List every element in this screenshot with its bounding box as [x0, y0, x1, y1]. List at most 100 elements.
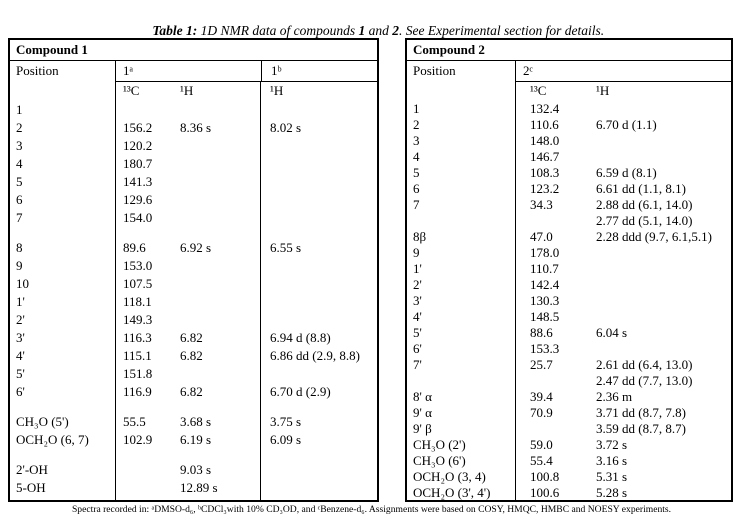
h1-shift-cell-a: 6.82: [180, 330, 203, 345]
h1-shift-cell-a: [174, 227, 260, 239]
h1-shift-cell-b: 6.09 s: [260, 431, 377, 449]
table-2-body: 1 132.4 2 110.6 6.70 d (1.1) 3 148.0: [407, 101, 731, 500]
h1-shift-cell: 5.31 s: [596, 469, 628, 484]
position-cell: 6: [413, 181, 420, 196]
position-cell: CH₃O (5'): [16, 414, 69, 429]
table-row: 8β 47.0 2.28 ddd (9.7, 6.1,5.1): [407, 229, 731, 245]
c13-shift-cell: 39.4: [515, 389, 596, 405]
c13-shift-cell: 156.2: [115, 119, 174, 137]
h1-shift-cell-b: [260, 311, 377, 329]
c13-shift-cell: 180.7: [115, 155, 174, 173]
table-row: 5 141.3: [10, 173, 377, 191]
table-row: CH₃O (2') 59.0 3.72 s: [407, 437, 731, 453]
position-cell: 7: [16, 210, 23, 225]
position-cell: [10, 449, 115, 461]
c13-shift-cell: 110.7: [515, 261, 596, 277]
h1-shift-cell-a: [174, 191, 260, 209]
table-row: 5-OH 12.89 s: [10, 479, 377, 497]
c13-shift-cell: 110.6: [515, 117, 596, 133]
table-row: 5' 88.6 6.04 s: [407, 325, 731, 341]
c13-shift-cell: 116.3: [115, 329, 174, 347]
title-label: Table 1:: [152, 23, 198, 38]
h1-shift-cell-b: 6.55 s: [260, 239, 377, 257]
table-row: 2' 149.3: [10, 311, 377, 329]
c13-shift-cell: 120.2: [115, 137, 174, 155]
c13-shift-cell: 116.9: [115, 383, 174, 401]
c13-shift-cell: 88.6: [515, 325, 596, 341]
nmr-table-compound-2: Compound 2 Position 2ᶜ ¹³C ¹H 1 132.4 2 …: [405, 38, 733, 502]
h1-shift-cell: [596, 341, 731, 357]
c13-shift-cell: [115, 479, 174, 497]
position-cell: 5': [413, 325, 422, 340]
h1-shift-cell: [596, 133, 731, 149]
h1-shift-cell: 6.59 d (8.1): [596, 165, 657, 180]
position-cell: 6': [16, 384, 25, 399]
c13-shift-cell: [115, 461, 174, 479]
column-header-1a: 1ᵃ: [115, 61, 261, 82]
position-cell: 7': [413, 357, 422, 372]
position-cell: 5: [413, 165, 420, 180]
column-header-position: Position: [16, 63, 59, 78]
table-1-body: 1 2 156.2 8.36 s 8.02 s 3 120.2: [10, 101, 377, 500]
h1-shift-cell: [596, 245, 731, 261]
c13-shift-cell: 102.9: [115, 431, 174, 449]
c13-shift-cell: 25.7: [515, 357, 596, 389]
table-row: 7 154.0: [10, 209, 377, 227]
h1-shift-cell: 2.36 m: [596, 389, 633, 404]
h1-shift-cell-a: 3.68 s: [180, 414, 212, 429]
table-row: 6' 153.3: [407, 341, 731, 357]
table-row: CH₃O (5') 55.5 3.68 s 3.75 s: [10, 413, 377, 431]
h1-shift-cell: 3.72 s: [596, 437, 628, 452]
position-cell: OCH₂O (6, 7): [16, 432, 89, 447]
table-row: 2 110.6 6.70 d (1.1): [407, 117, 731, 133]
h1-shift-cell-a: 8.36 s: [180, 120, 212, 135]
h1-shift-cell-a: [174, 155, 260, 173]
table-row: 3 120.2: [10, 137, 377, 155]
h1-shift-cell: [596, 277, 731, 293]
table-row: 6 129.6: [10, 191, 377, 209]
table-row: OCH₂O (3, 4) 100.8 5.31 s: [407, 469, 731, 485]
table-1-column-header-row: Position 1ᵃ 1ᵇ: [10, 61, 377, 82]
table-1-subheader-row: ¹³C ¹H ¹H: [10, 82, 377, 101]
c13-shift-cell: 59.0: [515, 437, 596, 453]
position-cell: 4: [413, 149, 420, 164]
h1-shift-cell-b: 6.70 d (2.9): [260, 383, 377, 401]
position-cell: 9: [413, 245, 420, 260]
table-row: 6' 116.9 6.82 6.70 d (2.9): [10, 383, 377, 401]
h1-shift-cell-b: 6.86 dd (2.9, 8.8): [260, 347, 377, 365]
h1-shift-cell-a: [174, 137, 260, 155]
h1-shift-cell: 3.59 dd (8.7, 8.7): [596, 421, 686, 436]
position-cell: 1': [413, 261, 422, 276]
c13-shift-cell: 151.8: [115, 365, 174, 383]
table-row: 9' α 70.9 3.71 dd (8.7, 7.8): [407, 405, 731, 421]
c13-shift-cell: 148.0: [515, 133, 596, 149]
h1-shift-cell: 2.88 dd (6.1, 14.0) 2.77 dd (5.1, 14.0): [596, 197, 693, 228]
position-cell: [10, 401, 115, 413]
c13-shift-cell: 108.3: [515, 165, 596, 181]
c13-shift-cell: 130.3: [515, 293, 596, 309]
nmr-table-compound-1: Compound 1 Position 1ᵃ 1ᵇ ¹³C ¹H ¹H 1: [8, 38, 379, 502]
table-2-header: Compound 2: [407, 40, 731, 61]
h1-shift-cell: 2.61 dd (6.4, 13.0) 2.47 dd (7.7, 13.0): [596, 357, 693, 388]
table-row: CH₃O (6') 55.4 3.16 s: [407, 453, 731, 469]
table-row: 3' 116.3 6.82 6.94 d (8.8): [10, 329, 377, 347]
c13-shift-cell: 129.6: [115, 191, 174, 209]
h1-shift-cell-b: [260, 101, 377, 119]
c13-shift-cell: 107.5: [115, 275, 174, 293]
table-row: 1 132.4: [407, 101, 731, 117]
subheader-1h-b: ¹H: [260, 82, 377, 101]
h1-shift-cell: 3.16 s: [596, 453, 628, 468]
c13-shift-cell: 100.6: [515, 485, 596, 500]
position-cell: 8' α: [413, 389, 432, 404]
h1-shift-cell-a: [174, 293, 260, 311]
c13-shift-cell: 154.0: [115, 209, 174, 227]
table-row: [10, 401, 377, 413]
subheader-1h-a: ¹H: [180, 83, 194, 98]
c13-shift-cell: [115, 449, 174, 461]
position-cell: 9' β: [413, 421, 432, 436]
table-row: 5' 151.8: [10, 365, 377, 383]
position-cell: 1: [16, 102, 23, 117]
position-cell: 10: [16, 276, 29, 291]
table-row: 1' 118.1: [10, 293, 377, 311]
position-cell: 3: [16, 138, 23, 153]
